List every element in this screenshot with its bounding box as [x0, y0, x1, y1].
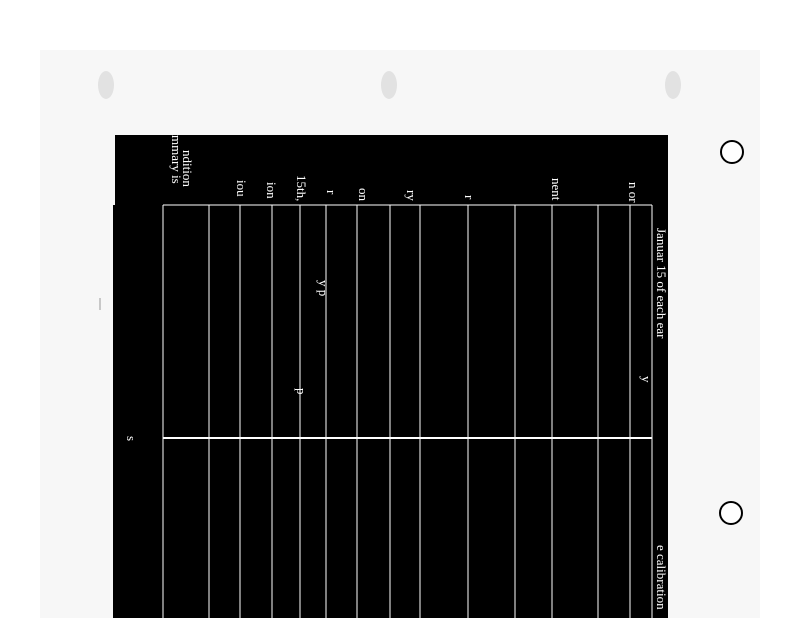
fragment-text: nent [549, 178, 564, 201]
fragment-text: Januar 15 of each ear [654, 228, 669, 339]
circle-mark [719, 501, 743, 525]
fragment-text: e calibration [654, 545, 669, 610]
fragment-text: r [462, 195, 477, 200]
punch-hole [98, 71, 114, 99]
fragment-text: ry [404, 190, 419, 201]
fragment-text: r [324, 190, 339, 195]
fragment-text: p [294, 388, 309, 395]
fragment-text: ndition [180, 150, 195, 187]
punch-hole [381, 71, 397, 99]
fragment-text: y [639, 376, 654, 383]
table-grid [162, 204, 653, 618]
fragment-text: on [356, 188, 371, 202]
fragment-text: mmary is [169, 135, 184, 184]
fragment-text: s [124, 436, 139, 441]
fragment-text: iou [234, 180, 249, 197]
fragment-text: 15th, [294, 175, 309, 201]
fragment-text: n or [626, 182, 641, 203]
fragment-text: ion [264, 182, 279, 199]
punch-hole [665, 71, 681, 99]
inverted-margin [113, 205, 163, 618]
fragment-text: y p [316, 280, 331, 296]
inverted-page [115, 135, 668, 618]
circle-mark [720, 140, 744, 164]
